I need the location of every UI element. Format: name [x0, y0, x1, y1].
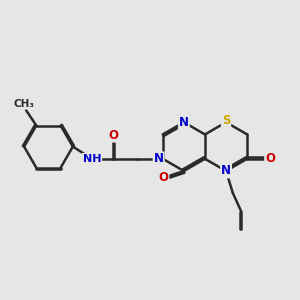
Text: NH: NH	[83, 154, 101, 164]
Text: N: N	[179, 116, 189, 129]
Text: N: N	[221, 164, 231, 178]
Text: O: O	[265, 152, 275, 165]
Text: O: O	[158, 171, 169, 184]
Text: O: O	[108, 129, 118, 142]
Text: N: N	[154, 152, 164, 165]
Text: S: S	[222, 114, 230, 127]
Text: CH₃: CH₃	[14, 98, 35, 109]
